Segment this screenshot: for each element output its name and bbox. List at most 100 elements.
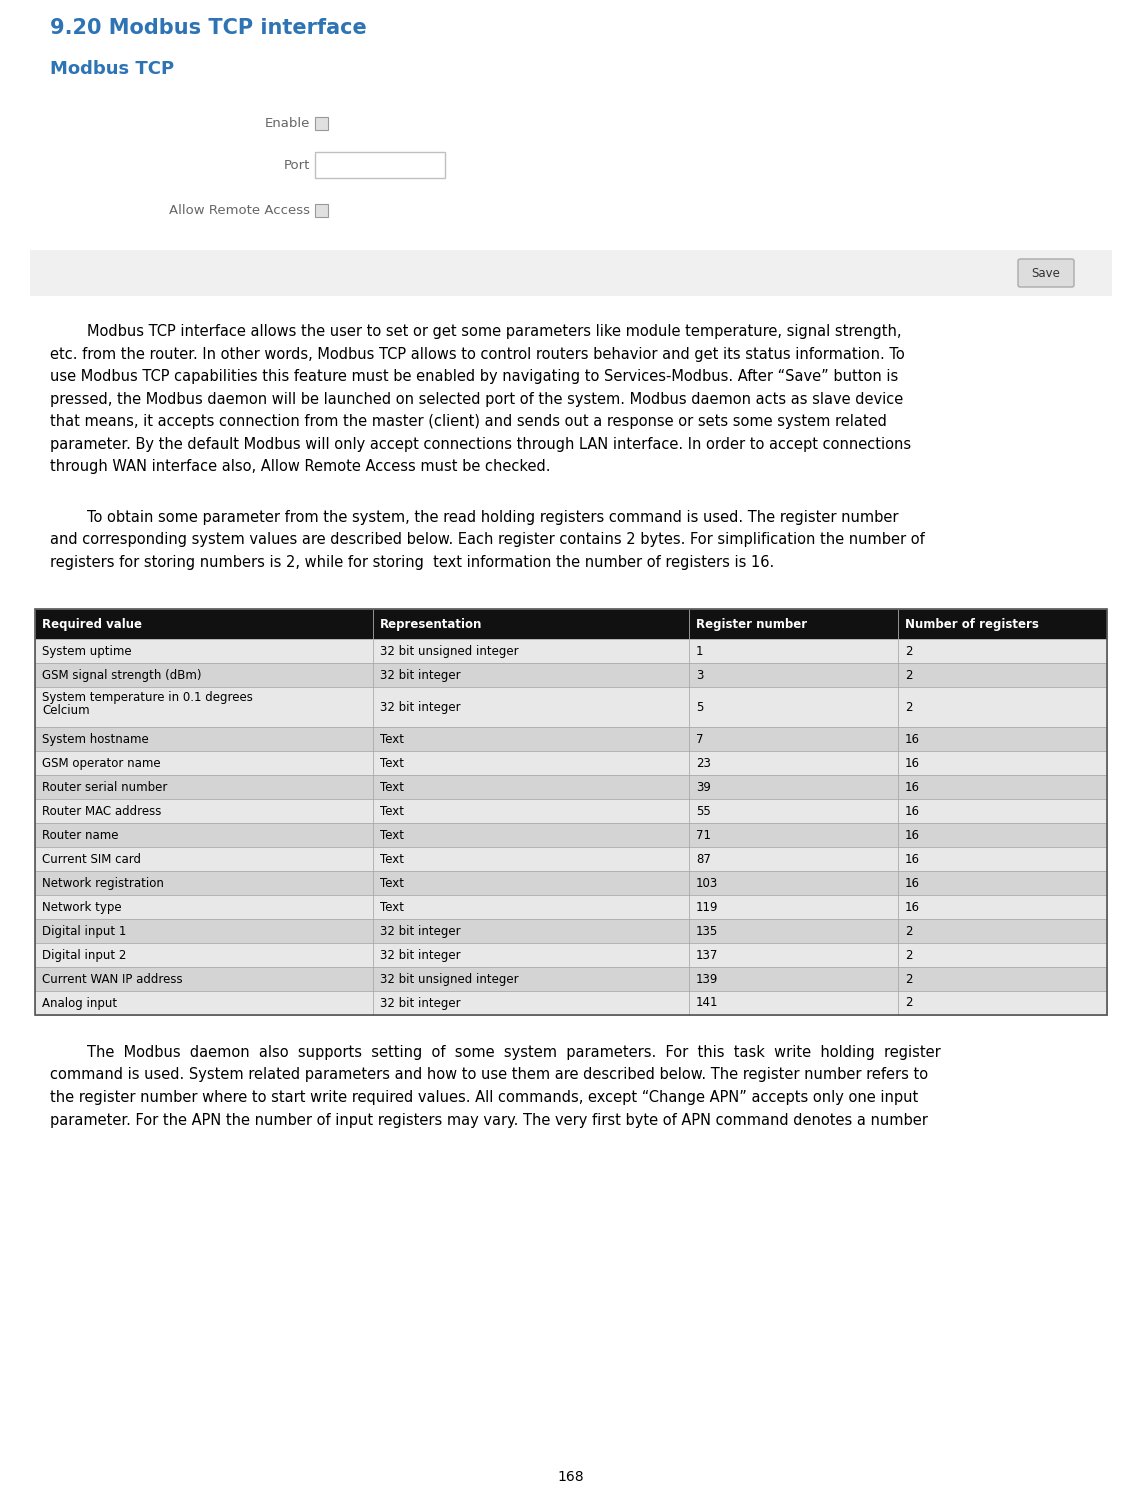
Bar <box>35 895 372 919</box>
Bar <box>689 895 898 919</box>
Bar <box>689 991 898 1015</box>
Text: 32 bit integer: 32 bit integer <box>379 669 460 682</box>
Bar <box>898 608 1107 639</box>
Bar <box>689 663 898 687</box>
Text: 1: 1 <box>695 645 703 658</box>
Bar <box>372 846 689 870</box>
Bar <box>689 776 898 800</box>
Bar <box>898 822 1107 846</box>
Text: 137: 137 <box>695 949 718 961</box>
Text: Text: Text <box>379 852 403 866</box>
Bar <box>372 687 689 727</box>
Bar <box>372 895 689 919</box>
Bar <box>898 727 1107 751</box>
FancyBboxPatch shape <box>1018 259 1073 288</box>
Text: 103: 103 <box>695 876 718 890</box>
Bar <box>898 639 1107 663</box>
Bar <box>689 919 898 943</box>
Text: Allow Remote Access: Allow Remote Access <box>169 203 309 217</box>
Text: 2: 2 <box>904 973 912 985</box>
Text: 2: 2 <box>904 669 912 682</box>
Text: 3: 3 <box>695 669 703 682</box>
Bar <box>898 991 1107 1015</box>
Text: Text: Text <box>379 876 403 890</box>
Bar <box>372 639 689 663</box>
Text: Register number: Register number <box>695 617 807 631</box>
Text: 16: 16 <box>904 852 920 866</box>
Bar <box>898 663 1107 687</box>
Text: 7: 7 <box>695 732 703 745</box>
Text: GSM signal strength (dBm): GSM signal strength (dBm) <box>42 669 201 682</box>
Text: 32 bit integer: 32 bit integer <box>379 949 460 961</box>
Text: 139: 139 <box>695 973 718 985</box>
Text: 5: 5 <box>695 700 703 714</box>
Text: pressed, the Modbus daemon will be launched on selected port of the system. Modb: pressed, the Modbus daemon will be launc… <box>50 392 903 407</box>
Bar <box>689 943 898 967</box>
Bar <box>689 639 898 663</box>
Text: 2: 2 <box>904 645 912 658</box>
Bar <box>898 800 1107 822</box>
Text: parameter. By the default Modbus will only accept connections through LAN interf: parameter. By the default Modbus will on… <box>50 437 911 452</box>
Bar <box>898 776 1107 800</box>
Text: Router MAC address: Router MAC address <box>42 804 161 818</box>
Text: Text: Text <box>379 780 403 794</box>
Text: 141: 141 <box>695 997 718 1009</box>
Bar <box>372 870 689 895</box>
Bar <box>372 751 689 776</box>
Bar <box>689 967 898 991</box>
FancyBboxPatch shape <box>315 152 445 178</box>
Text: registers for storing numbers is 2, while for storing  text information the numb: registers for storing numbers is 2, whil… <box>50 554 774 569</box>
Bar <box>372 943 689 967</box>
Bar <box>30 250 1112 297</box>
Text: Modbus TCP: Modbus TCP <box>50 60 174 78</box>
Text: 23: 23 <box>695 756 710 770</box>
Bar <box>372 776 689 800</box>
Text: 87: 87 <box>695 852 710 866</box>
Text: Representation: Representation <box>379 617 482 631</box>
Bar <box>898 895 1107 919</box>
Text: and corresponding system values are described below. Each register contains 2 by: and corresponding system values are desc… <box>50 532 925 547</box>
Text: Router serial number: Router serial number <box>42 780 168 794</box>
Text: Digital input 2: Digital input 2 <box>42 949 127 961</box>
Bar <box>35 776 372 800</box>
Text: Text: Text <box>379 756 403 770</box>
Text: Celcium: Celcium <box>42 703 89 717</box>
Bar <box>689 727 898 751</box>
Bar <box>689 800 898 822</box>
Bar <box>35 663 372 687</box>
Text: Number of registers: Number of registers <box>904 617 1039 631</box>
Text: 16: 16 <box>904 804 920 818</box>
Bar <box>898 967 1107 991</box>
Text: Text: Text <box>379 828 403 842</box>
Text: Text: Text <box>379 732 403 745</box>
Bar <box>372 822 689 846</box>
Text: 71: 71 <box>695 828 711 842</box>
Bar <box>898 943 1107 967</box>
Text: 119: 119 <box>695 901 718 914</box>
Text: 16: 16 <box>904 876 920 890</box>
Text: To obtain some parameter from the system, the read holding registers command is : To obtain some parameter from the system… <box>50 509 899 524</box>
Bar <box>35 800 372 822</box>
Text: 2: 2 <box>904 997 912 1009</box>
Bar <box>689 751 898 776</box>
Text: use Modbus TCP capabilities this feature must be enabled by navigating to Servic: use Modbus TCP capabilities this feature… <box>50 369 899 384</box>
Text: System temperature in 0.1 degrees: System temperature in 0.1 degrees <box>42 690 252 703</box>
Bar <box>372 727 689 751</box>
Bar <box>35 919 372 943</box>
Text: System hostname: System hostname <box>42 732 148 745</box>
Text: 2: 2 <box>904 925 912 938</box>
Text: 168: 168 <box>557 1470 585 1483</box>
Text: etc. from the router. In other words, Modbus TCP allows to control routers behav: etc. from the router. In other words, Mo… <box>50 346 904 361</box>
Bar <box>898 919 1107 943</box>
Text: Save: Save <box>1031 267 1061 280</box>
Bar <box>689 870 898 895</box>
Bar <box>35 751 372 776</box>
Text: 16: 16 <box>904 756 920 770</box>
Bar <box>372 800 689 822</box>
Bar <box>35 822 372 846</box>
Bar <box>35 967 372 991</box>
Text: 2: 2 <box>904 949 912 961</box>
Text: System uptime: System uptime <box>42 645 131 658</box>
Text: Modbus TCP interface allows the user to set or get some parameters like module t: Modbus TCP interface allows the user to … <box>50 324 901 339</box>
Text: GSM operator name: GSM operator name <box>42 756 161 770</box>
